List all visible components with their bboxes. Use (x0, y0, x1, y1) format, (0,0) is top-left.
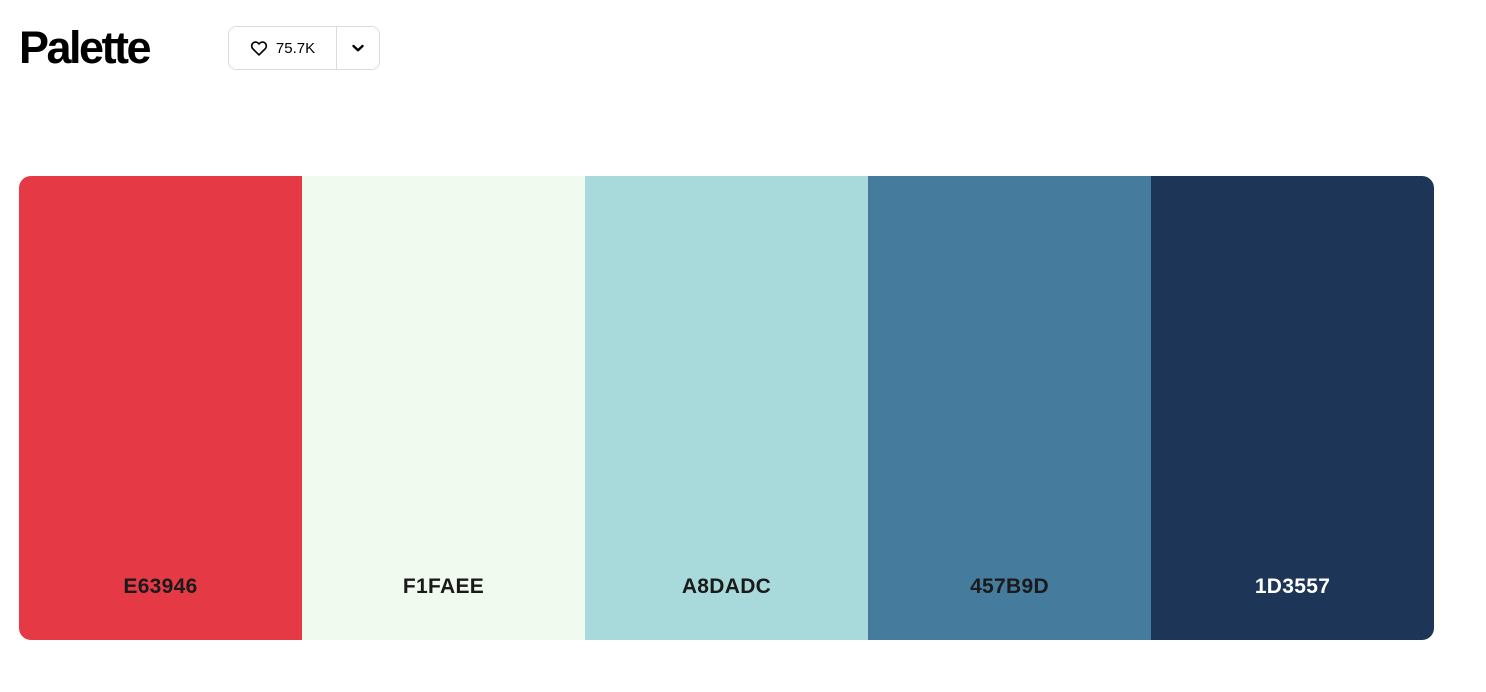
color-hex-label: E63946 (123, 575, 198, 598)
color-swatch[interactable]: 1D3557 (1151, 176, 1434, 640)
like-count: 75.7K (275, 39, 316, 57)
color-hex-label: F1FAEE (402, 575, 485, 598)
like-button[interactable]: 75.7K (229, 27, 337, 69)
color-swatch[interactable]: 457B9D (868, 176, 1151, 640)
chevron-down-icon (351, 43, 365, 53)
color-swatch[interactable]: F1FAEE (302, 176, 585, 640)
color-hex-label: 457B9D (970, 575, 1049, 598)
color-hex-label: A8DADC (681, 575, 772, 598)
color-swatch[interactable]: E63946 (19, 176, 302, 640)
color-swatch[interactable]: A8DADC (585, 176, 868, 640)
more-options-button[interactable] (337, 27, 379, 69)
color-palette: E63946 F1FAEE A8DADC 457B9D 1D3557 (19, 176, 1434, 640)
like-button-group: 75.7K (228, 26, 380, 70)
heart-icon (250, 40, 268, 56)
page-title: Palette (19, 22, 152, 73)
color-hex-label: 1D3557 (1254, 575, 1331, 598)
